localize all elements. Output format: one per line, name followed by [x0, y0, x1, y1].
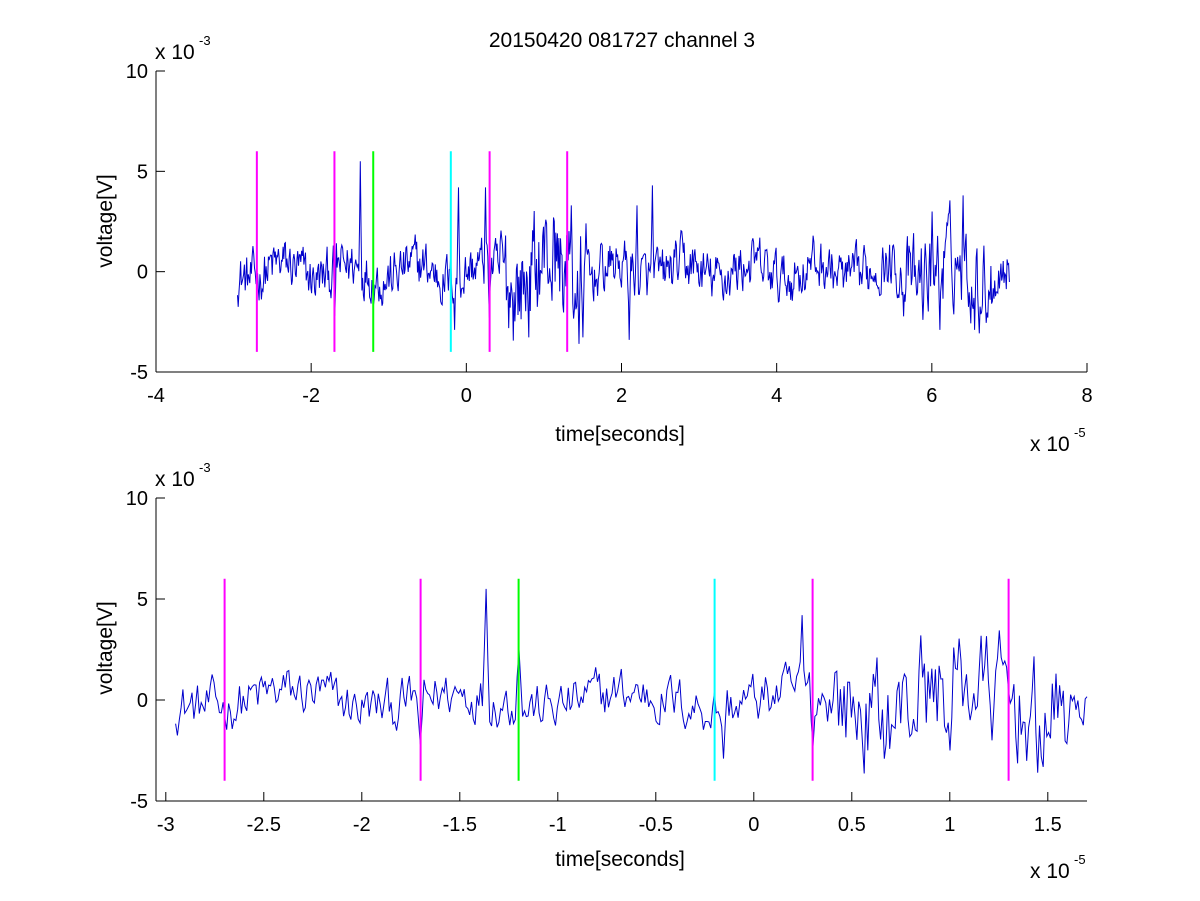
bottom-chart: -3 -2.5 -2 -1.5 -1 -0.5 0 0.5 1 1.5 -5 0 5 10 time[se…	[94, 460, 1088, 883]
y-tick-label: 0	[137, 262, 148, 284]
y-tick-label: 5	[137, 161, 148, 183]
x-tick-label: 8	[1081, 385, 1092, 407]
x-multiplier-base: x 10	[1030, 860, 1070, 883]
tick-layer: -3 -2.5 -2 -1.5 -1 -0.5 0 0.5 1 1.5 -5 0 5 10	[126, 488, 1087, 836]
x-tick-label: -1.5	[443, 814, 477, 836]
x-tick-label: -1	[549, 814, 567, 836]
x-tick-label: -0.5	[639, 814, 673, 836]
y-multiplier-base: x 10	[155, 468, 195, 491]
x-tick-label: 6	[926, 385, 937, 407]
tick-layer: -4 -2 0 2 4 6 8 -5 0 5 10	[126, 61, 1093, 407]
y-tick-label: 0	[137, 690, 148, 712]
trace-layer	[175, 588, 1088, 774]
x-tick-label: 0	[461, 385, 472, 407]
marker-layer	[255, 151, 569, 352]
x-tick-label: -4	[147, 385, 165, 407]
y-axis-label: voltage[V]	[94, 174, 117, 267]
top-chart: 20150420 081727 channel 3 -4 -2 0 2 4 6 8 -5 0 5 1…	[94, 29, 1093, 456]
x-tick-label: 2	[616, 385, 627, 407]
axes-frame	[156, 71, 1087, 372]
voltage-series-line	[175, 588, 1088, 774]
x-tick-label: -2	[302, 385, 320, 407]
x-tick-label: -2	[353, 814, 371, 836]
x-tick-label: 0	[748, 814, 759, 836]
y-tick-label: 5	[137, 589, 148, 611]
x-tick-label: 1	[944, 814, 955, 836]
x-tick-label: 0.5	[838, 814, 866, 836]
voltage-series-line	[237, 161, 1010, 344]
y-multiplier-exponent: -3	[199, 33, 211, 48]
x-axis-label: time[seconds]	[555, 423, 685, 446]
x-tick-label: -2.5	[247, 814, 281, 836]
y-axis-label: voltage[V]	[94, 601, 117, 694]
axes-frame	[156, 498, 1087, 801]
chart-title: 20150420 081727 channel 3	[489, 29, 755, 52]
x-tick-label: 4	[771, 385, 782, 407]
y-tick-label: -5	[130, 362, 148, 384]
x-axis-label: time[seconds]	[555, 848, 685, 871]
trace-layer	[237, 161, 1010, 344]
y-tick-label: -5	[130, 791, 148, 813]
x-tick-label: 1.5	[1034, 814, 1062, 836]
y-tick-label: 10	[126, 61, 148, 83]
y-tick-label: 10	[126, 488, 148, 510]
x-multiplier-exponent: -5	[1074, 425, 1086, 440]
x-multiplier-exponent: -5	[1074, 852, 1086, 867]
x-multiplier-base: x 10	[1030, 433, 1070, 456]
marker-layer	[223, 578, 1010, 781]
y-multiplier-exponent: -3	[199, 460, 211, 475]
x-tick-label: -3	[157, 814, 175, 836]
y-multiplier-base: x 10	[155, 41, 195, 64]
